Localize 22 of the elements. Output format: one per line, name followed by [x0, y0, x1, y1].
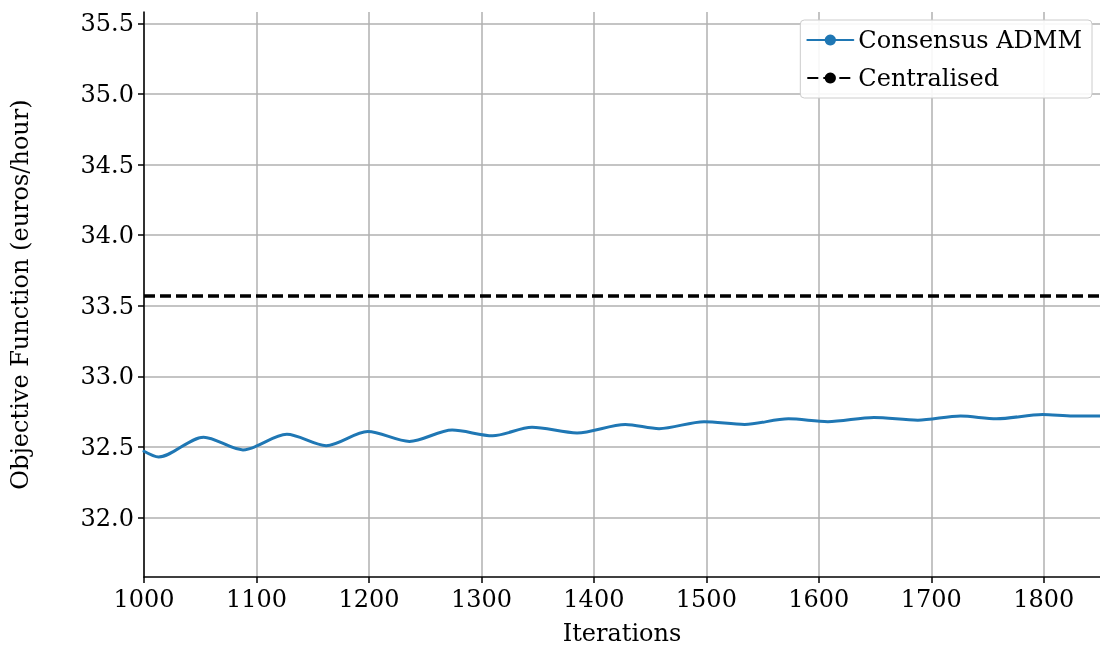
y-tick-label: 34.0	[80, 221, 134, 250]
x-tick-label: 1500	[675, 585, 737, 613]
x-tick-label: 1700	[900, 585, 962, 613]
x-tick-label: 1600	[788, 585, 850, 613]
legend-label: Consensus ADMM	[858, 26, 1082, 54]
y-axis-title: Objective Function (euros/hour)	[6, 99, 34, 490]
y-tick-label: 32.0	[80, 503, 134, 532]
x-tick-label: 1300	[450, 585, 512, 613]
y-tick-label: 34.5	[80, 150, 134, 179]
x-tick-label: 1400	[563, 585, 625, 613]
x-tick-label: 1200	[338, 585, 400, 613]
x-tick-label: 1000	[113, 585, 175, 613]
x-tick-label: 1800	[1013, 585, 1075, 613]
y-tick-label: 32.5	[80, 433, 134, 462]
y-tick-label: 35.5	[80, 9, 134, 38]
y-tick-label: 33.0	[80, 362, 134, 391]
x-axis-title: Iterations	[562, 619, 682, 647]
y-tick-label: 35.0	[80, 79, 134, 108]
y-tick-label: 33.5	[80, 291, 134, 320]
line-series	[142, 413, 1100, 459]
x-tick-label: 1100	[225, 585, 288, 613]
legend-label: Centralised	[858, 64, 999, 92]
